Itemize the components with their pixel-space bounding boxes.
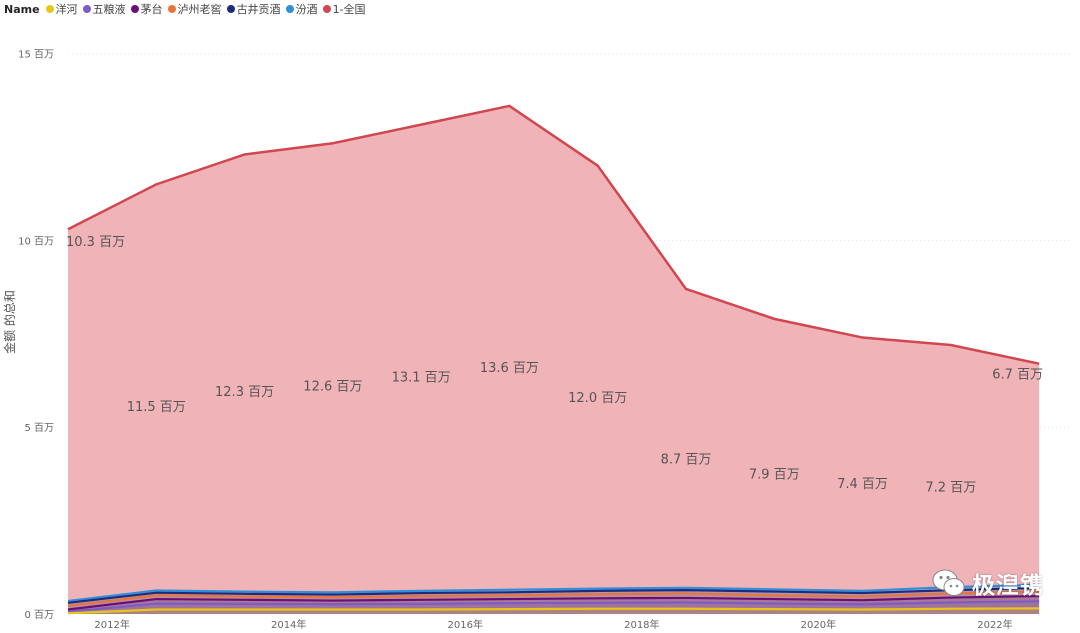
watermark: 极湼镌 [932,566,1044,600]
legend-label: 1-全国 [332,3,366,16]
data-label: 8.7 百万 [661,452,712,467]
x-tick-label: 2020年 [801,618,836,631]
data-labels: 10.3 百万 11.5 百万 12.3 百万 12.6 百万 13.1 百万 13.6 … [66,235,1043,495]
plot-area [67,104,1040,615]
watermark-text: 极湼镌 [972,573,1044,599]
series-line-gujinggongjiu [67,586,1040,604]
data-label: 13.6 百万 [480,361,539,376]
data-label: 13.1 百万 [392,370,451,385]
x-tick-label: 2018年 [624,618,659,631]
data-label: 7.2 百万 [925,481,976,496]
series-line-fenjiu [67,583,1040,603]
legend-item-yanghe[interactable]: 洋河 [45,1,78,17]
legend-title: Name [4,2,40,16]
series-line-wuliangye [67,600,1040,613]
data-label: 11.5 百万 [127,400,186,415]
legend-label: 泸州老窖 [177,3,222,16]
series-line-luzhoulaojiao [67,590,1040,607]
y-tick-label: 15 百万 [18,49,54,61]
legend-dot-icon [167,5,176,13]
legend-label: 洋河 [55,3,78,16]
data-label: 12.0 百万 [568,391,627,406]
legend-label: 茅台 [140,3,163,16]
x-tick-label: 2014年 [271,618,306,631]
legend-dot-icon [82,5,91,13]
x-tick-label: 2012年 [94,618,129,631]
y-axis: 0 百万 5 百万 10 百万 15 百万 [18,49,54,621]
series-line-maotai [67,594,1040,611]
series-line-yanghe [67,607,1040,615]
legend: Name 洋河 五粮液 茅台 泸州老窖 古井贡酒 汾酒 1-全国 [4,1,371,17]
legend-label: 古井贡酒 [236,3,281,16]
data-label: 6.7 百万 [992,368,1043,383]
x-tick-label: 2022年 [977,618,1012,631]
legend-item-fenjiu[interactable]: 汾酒 [285,1,318,17]
x-tick-label: 2016年 [448,618,483,631]
y-axis-title: 金额 的总和 [2,290,17,354]
series-area-national [68,105,1040,614]
legend-dot-icon [45,5,54,13]
legend-label: 五粮液 [92,3,126,16]
legend-dot-icon [226,5,235,13]
legend-dot-icon [322,5,331,13]
y-tick-label: 5 百万 [24,422,54,434]
legend-dot-icon [285,5,294,13]
data-label: 7.9 百万 [749,467,800,482]
data-label: 10.3 百万 [66,235,125,250]
legend-label: 汾酒 [295,3,318,16]
legend-item-national[interactable]: 1-全国 [322,1,366,17]
legend-item-gujinggongjiu[interactable]: 古井贡酒 [226,1,281,17]
data-label: 7.4 百万 [837,477,888,492]
series-area-gujinggongjiu [68,587,1040,614]
x-axis: 2012年 2014年 2016年 2018年 2020年 2022年 [94,618,1012,631]
wechat-icon [932,569,965,596]
data-label: 12.6 百万 [303,380,362,395]
y-tick-label: 0 百万 [24,609,54,621]
legend-item-maotai[interactable]: 茅台 [130,1,163,17]
legend-item-wuliangye[interactable]: 五粮液 [82,1,126,17]
y-tick-label: 10 百万 [18,235,54,247]
legend-dot-icon [130,5,139,13]
legend-item-luzhoulaojiao[interactable]: 泸州老窖 [167,1,222,17]
series-line-national [67,104,1040,365]
data-label: 12.3 百万 [215,385,274,400]
